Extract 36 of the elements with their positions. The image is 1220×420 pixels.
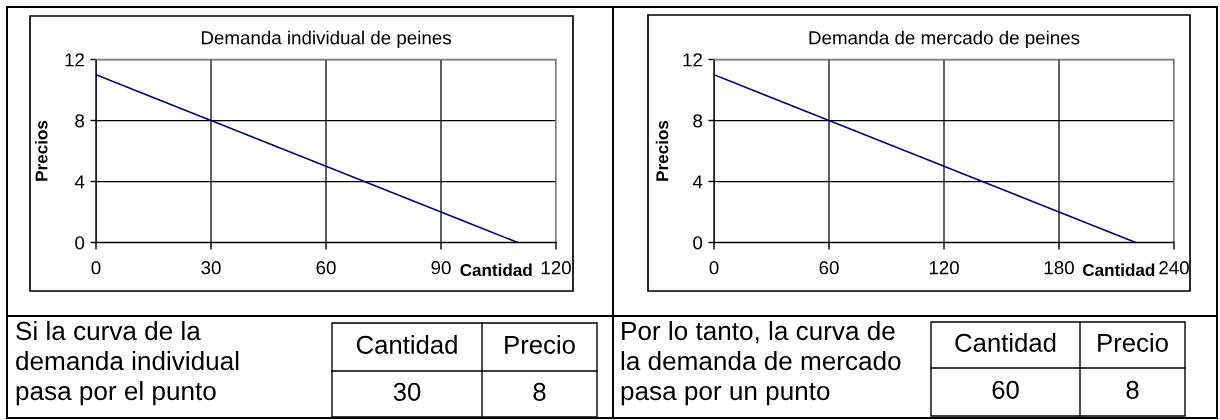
- y-tick-label: 0: [693, 236, 703, 250]
- x-tick-label: 0: [91, 261, 101, 275]
- y-tick-label: 4: [692, 175, 703, 189]
- y-tick-label: 0: [75, 236, 85, 250]
- y-axis-title: Precios: [35, 120, 48, 181]
- x-tick-label: 120: [929, 261, 959, 275]
- x-tick-label: 240: [1159, 261, 1189, 275]
- text: 8: [533, 382, 546, 401]
- text: Cantidad: [955, 333, 1056, 352]
- text: Si la curva de la demanda individual pasa por el punto: [16, 321, 239, 406]
- line-series: [714, 73, 1137, 243]
- y-tick-label: 12: [683, 53, 702, 67]
- text: Precio: [505, 335, 575, 354]
- y-axis-title: Precios: [655, 120, 669, 181]
- x-axis-title: Cantidad: [1082, 263, 1155, 277]
- x-tick-label: 180: [1044, 261, 1074, 275]
- text: Cantidad: [356, 335, 457, 354]
- line-series: [96, 73, 519, 243]
- x-axis-title: Cantidad: [460, 263, 532, 277]
- x-tick-label: 90: [431, 261, 451, 275]
- y-tick-label: 4: [74, 175, 85, 189]
- text: 60: [992, 380, 1019, 399]
- text: 8: [1126, 380, 1139, 399]
- text: Precio: [1098, 333, 1168, 352]
- y-tick-label: 8: [693, 114, 703, 128]
- x-tick-label: 120: [541, 261, 571, 275]
- y-tick-label: 8: [75, 114, 85, 128]
- chart-title: Demanda de mercado de peines: [809, 30, 1080, 49]
- chart-title: Demanda individual de peines: [201, 30, 451, 49]
- text: 30: [393, 382, 421, 401]
- x-tick-label: 0: [709, 261, 719, 275]
- x-tick-label: 60: [819, 261, 839, 275]
- y-tick-label: 12: [65, 53, 84, 67]
- x-tick-label: 30: [201, 261, 221, 275]
- text: Por lo tanto, la curva de la demanda de mercado pasa por un punto: [621, 321, 901, 406]
- x-tick-label: 60: [316, 261, 336, 275]
